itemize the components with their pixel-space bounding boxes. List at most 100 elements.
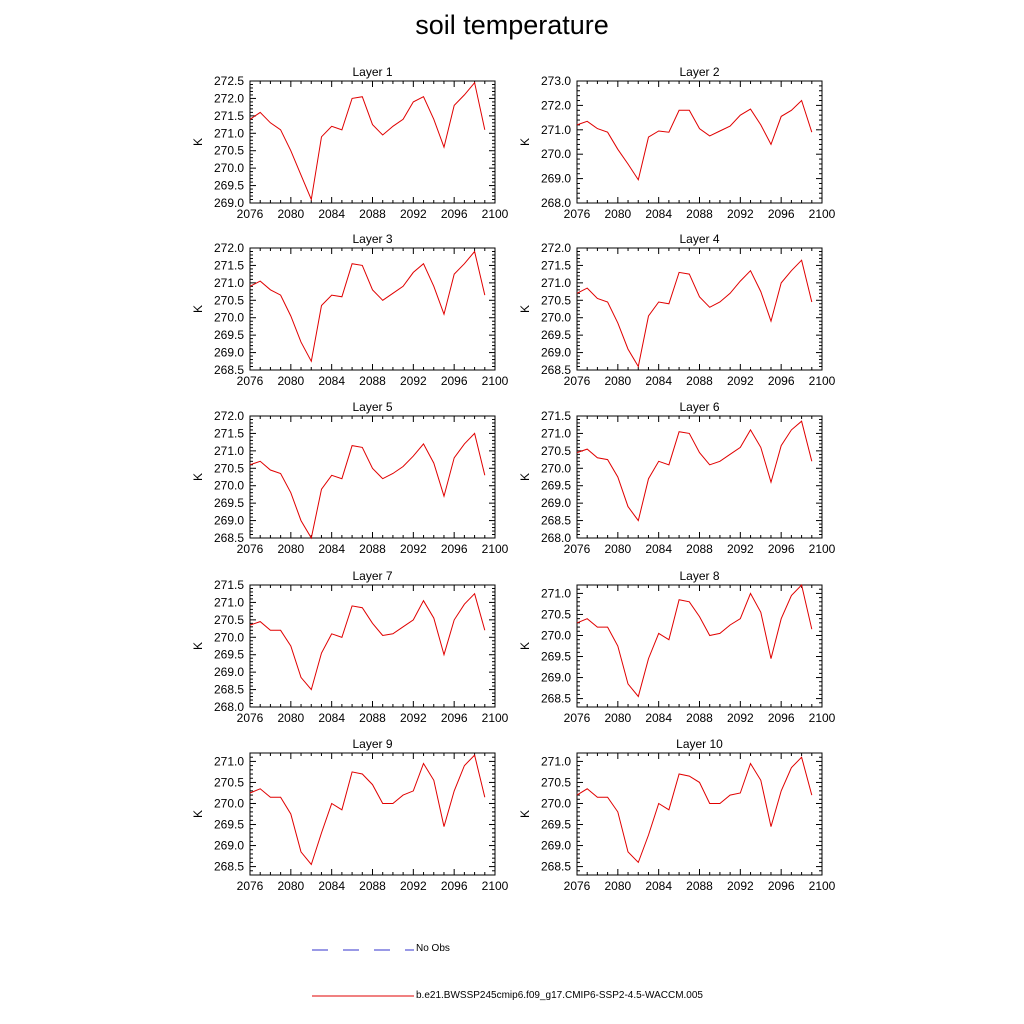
panel-4-xtick-label: 2088 <box>686 374 713 388</box>
panel-5-frame <box>249 415 496 539</box>
panel-8-frame <box>576 584 823 708</box>
panel-9-ytick-label: 270.5 <box>214 775 244 789</box>
panel-4-ytick-label: 269.5 <box>541 328 571 342</box>
panel-6-xtick-label: 2076 <box>564 542 591 556</box>
panel-8-xtick-label: 2084 <box>645 711 672 725</box>
panel-4-xtick-label: 2080 <box>604 374 631 388</box>
panel-10-frame <box>576 752 823 876</box>
panel-8-xtick-label: 2088 <box>686 711 713 725</box>
panel-3-xtick-label: 2076 <box>237 374 264 388</box>
panel-2-ytick-label: 268.0 <box>541 196 571 210</box>
panel-10-xtick-label: 2088 <box>686 879 713 893</box>
panel-6-ytick-label: 270.0 <box>541 461 571 475</box>
panel-7-ytick-label: 268.0 <box>214 700 244 714</box>
panel-6-xtick-label: 2096 <box>768 542 795 556</box>
panel-8-xtick-label: 2076 <box>564 711 591 725</box>
panel-5-series-line <box>249 432 486 540</box>
panel-1-ytick-label: 269.5 <box>214 179 244 193</box>
panel-7-ytick-label: 269.0 <box>214 665 244 679</box>
panel-6-xtick-label: 2100 <box>809 542 836 556</box>
panel-10-series-line <box>576 756 813 864</box>
panel-1-xtick-label: 2100 <box>482 207 509 221</box>
panel-9-xtick-label: 2092 <box>400 879 427 893</box>
panel-7-xtick-label: 2088 <box>359 711 386 725</box>
panel-8-title: Layer 8 <box>679 569 719 583</box>
panel-5-xtick-label: 2080 <box>277 542 304 556</box>
panel-7-ytick-label: 270.0 <box>214 630 244 644</box>
panel-3-ytick-label: 272.0 <box>214 241 244 255</box>
panel-5-ytick-label: 270.0 <box>214 479 244 493</box>
panel-1-ytick-label: 270.0 <box>214 161 244 175</box>
panel-3-ytick-label: 271.5 <box>214 258 244 272</box>
panel-7-ytick-label: 271.5 <box>214 578 244 592</box>
panel-3-title: Layer 3 <box>352 232 392 246</box>
panel-8-xtick-label: 2100 <box>809 711 836 725</box>
panel-7-xtick-label: 2096 <box>441 711 468 725</box>
panel-3-ytick-label: 271.0 <box>214 276 244 290</box>
panel-4-xtick-label: 2096 <box>768 374 795 388</box>
panel-5-title: Layer 5 <box>352 400 392 414</box>
panel-10-xtick-label: 2084 <box>645 879 672 893</box>
panel-4-xtick-label: 2076 <box>564 374 591 388</box>
panel-6-ytick-label: 271.5 <box>541 409 571 423</box>
panel-3-ytick-label: 269.0 <box>214 346 244 360</box>
panel-9-xtick-label: 2076 <box>237 879 264 893</box>
panel-9-xtick-label: 2080 <box>277 879 304 893</box>
panel-1-xtick-label: 2076 <box>237 207 264 221</box>
panel-7-ytick-label: 270.5 <box>214 613 244 627</box>
panel-3-ylabel: K <box>191 305 205 313</box>
panel-6-xtick-label: 2092 <box>727 542 754 556</box>
panel-2-ylabel: K <box>518 138 532 146</box>
panel-2-xtick-label: 2076 <box>564 207 591 221</box>
panel-1-xtick-label: 2096 <box>441 207 468 221</box>
panel-7-ytick-label: 271.0 <box>214 595 244 609</box>
panel-2-xtick-label: 2088 <box>686 207 713 221</box>
panel-4-title: Layer 4 <box>679 232 719 246</box>
panel-9-xtick-label: 2084 <box>318 879 345 893</box>
panel-7-frame <box>249 584 496 708</box>
panel-1-xtick-label: 2088 <box>359 207 386 221</box>
panel-2-ytick-label: 272.0 <box>541 98 571 112</box>
panel-1-ytick-label: 270.5 <box>214 144 244 158</box>
panel-4-ytick-label: 271.0 <box>541 276 571 290</box>
panel-9-title: Layer 9 <box>352 737 392 751</box>
panel-9-ytick-label: 271.0 <box>214 754 244 768</box>
panel-3-xtick-label: 2080 <box>277 374 304 388</box>
panel-9-ytick-label: 268.5 <box>214 860 244 874</box>
panel-10-ylabel: K <box>518 810 532 818</box>
panel-2-xtick-label: 2096 <box>768 207 795 221</box>
panel-8-series-line <box>576 583 813 698</box>
panel-9-ylabel: K <box>191 810 205 818</box>
panel-8-ytick-label: 269.5 <box>541 650 571 664</box>
panel-2-xtick-label: 2092 <box>727 207 754 221</box>
panel-10-ytick-label: 269.5 <box>541 818 571 832</box>
panel-10-ytick-label: 268.5 <box>541 860 571 874</box>
legend-label-model: b.e21.BWSSP245cmip6.f09_g17.CMIP6-SSP2-4… <box>416 990 703 1001</box>
panel-2-series-line <box>576 99 813 182</box>
panel-5-ytick-label: 268.5 <box>214 531 244 545</box>
panel-6-ytick-label: 270.5 <box>541 444 571 458</box>
panel-5-ytick-label: 270.5 <box>214 461 244 475</box>
panel-4-xtick-label: 2084 <box>645 374 672 388</box>
panel-9-ytick-label: 269.5 <box>214 818 244 832</box>
panel-3-ytick-label: 270.5 <box>214 293 244 307</box>
panel-4-ytick-label: 270.5 <box>541 293 571 307</box>
panel-7-xtick-label: 2084 <box>318 711 345 725</box>
panel-5-xtick-label: 2084 <box>318 542 345 556</box>
panel-5-xtick-label: 2088 <box>359 542 386 556</box>
panel-8-xtick-label: 2092 <box>727 711 754 725</box>
panel-10-xtick-label: 2100 <box>809 879 836 893</box>
panel-5-ytick-label: 272.0 <box>214 409 244 423</box>
panel-10-xtick-label: 2080 <box>604 879 631 893</box>
panel-1-title: Layer 1 <box>352 65 392 79</box>
panel-3-xtick-label: 2092 <box>400 374 427 388</box>
panel-3-frame <box>249 247 496 371</box>
panel-5-ytick-label: 271.0 <box>214 444 244 458</box>
panel-3-xtick-label: 2088 <box>359 374 386 388</box>
panel-10-ytick-label: 271.0 <box>541 754 571 768</box>
panel-5-xtick-label: 2096 <box>441 542 468 556</box>
panel-9-frame <box>249 752 496 876</box>
panel-8-ytick-label: 268.5 <box>541 692 571 706</box>
panel-4-ytick-label: 270.0 <box>541 311 571 325</box>
